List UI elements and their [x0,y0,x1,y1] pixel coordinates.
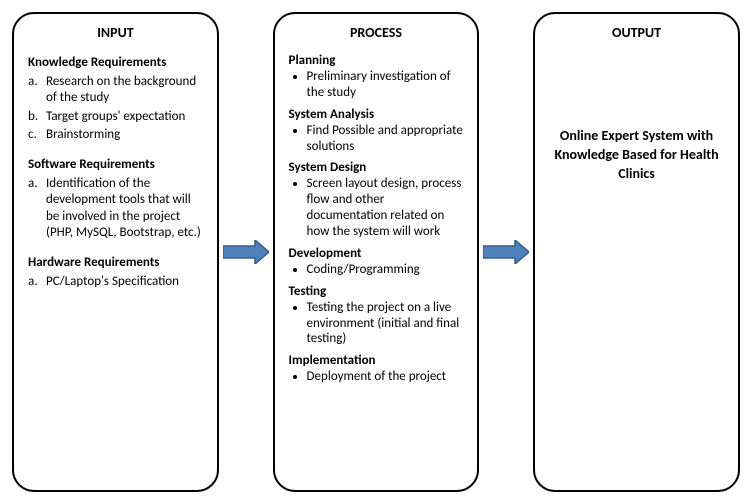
phase-implementation: Implementation [289,353,464,368]
output-box: OUTPUT Online Expert System with Knowled… [533,12,740,492]
output-title: OUTPUT [549,24,724,41]
list-item: Preliminary investigation of the study [307,69,464,101]
process-title: PROCESS [289,24,464,41]
knowledge-list: Research on the background of the study … [28,74,203,145]
phase-development: Development [289,246,464,261]
input-box: INPUT Knowledge Requirements Research on… [12,12,219,492]
list-item: Research on the background of the study [44,74,203,107]
design-items: Screen layout design, process flow and o… [289,176,464,239]
arrow-input-to-process [219,240,273,264]
phase-testing: Testing [289,284,464,299]
testing-items: Testing the project on a live environmen… [289,300,464,348]
software-list: Identification of the development tools … [28,176,203,243]
arrow-right-icon [223,240,269,264]
planning-items: Preliminary investigation of the study [289,69,464,101]
output-text: Online Expert System with Knowledge Base… [549,127,724,184]
phase-design: System Design [289,160,464,175]
input-title: INPUT [28,24,203,41]
hardware-list: PC/Laptop's Specification [28,274,203,292]
phase-analysis: System Analysis [289,107,464,122]
knowledge-heading: Knowledge Requirements [28,55,203,70]
implementation-items: Deployment of the project [289,369,464,385]
list-item: Coding/Programming [307,262,464,278]
diagram-row: INPUT Knowledge Requirements Research on… [12,12,740,492]
phase-planning: Planning [289,53,464,68]
list-item: Brainstorming [44,127,203,143]
list-item: Target groups' expectation [44,109,203,125]
list-item: Find Possible and appropriate solutions [307,123,464,155]
arrow-process-to-output [479,240,533,264]
development-items: Coding/Programming [289,262,464,278]
list-item: Deployment of the project [307,369,464,385]
arrow-right-icon [483,240,529,264]
hardware-heading: Hardware Requirements [28,255,203,270]
list-item: Identification of the development tools … [44,176,203,241]
analysis-items: Find Possible and appropriate solutions [289,123,464,155]
list-item: Screen layout design, process flow and o… [307,176,464,239]
software-heading: Software Requirements [28,157,203,172]
process-box: PROCESS Planning Preliminary investigati… [273,12,480,492]
list-item: Testing the project on a live environmen… [307,300,464,348]
list-item: PC/Laptop's Specification [44,274,203,290]
